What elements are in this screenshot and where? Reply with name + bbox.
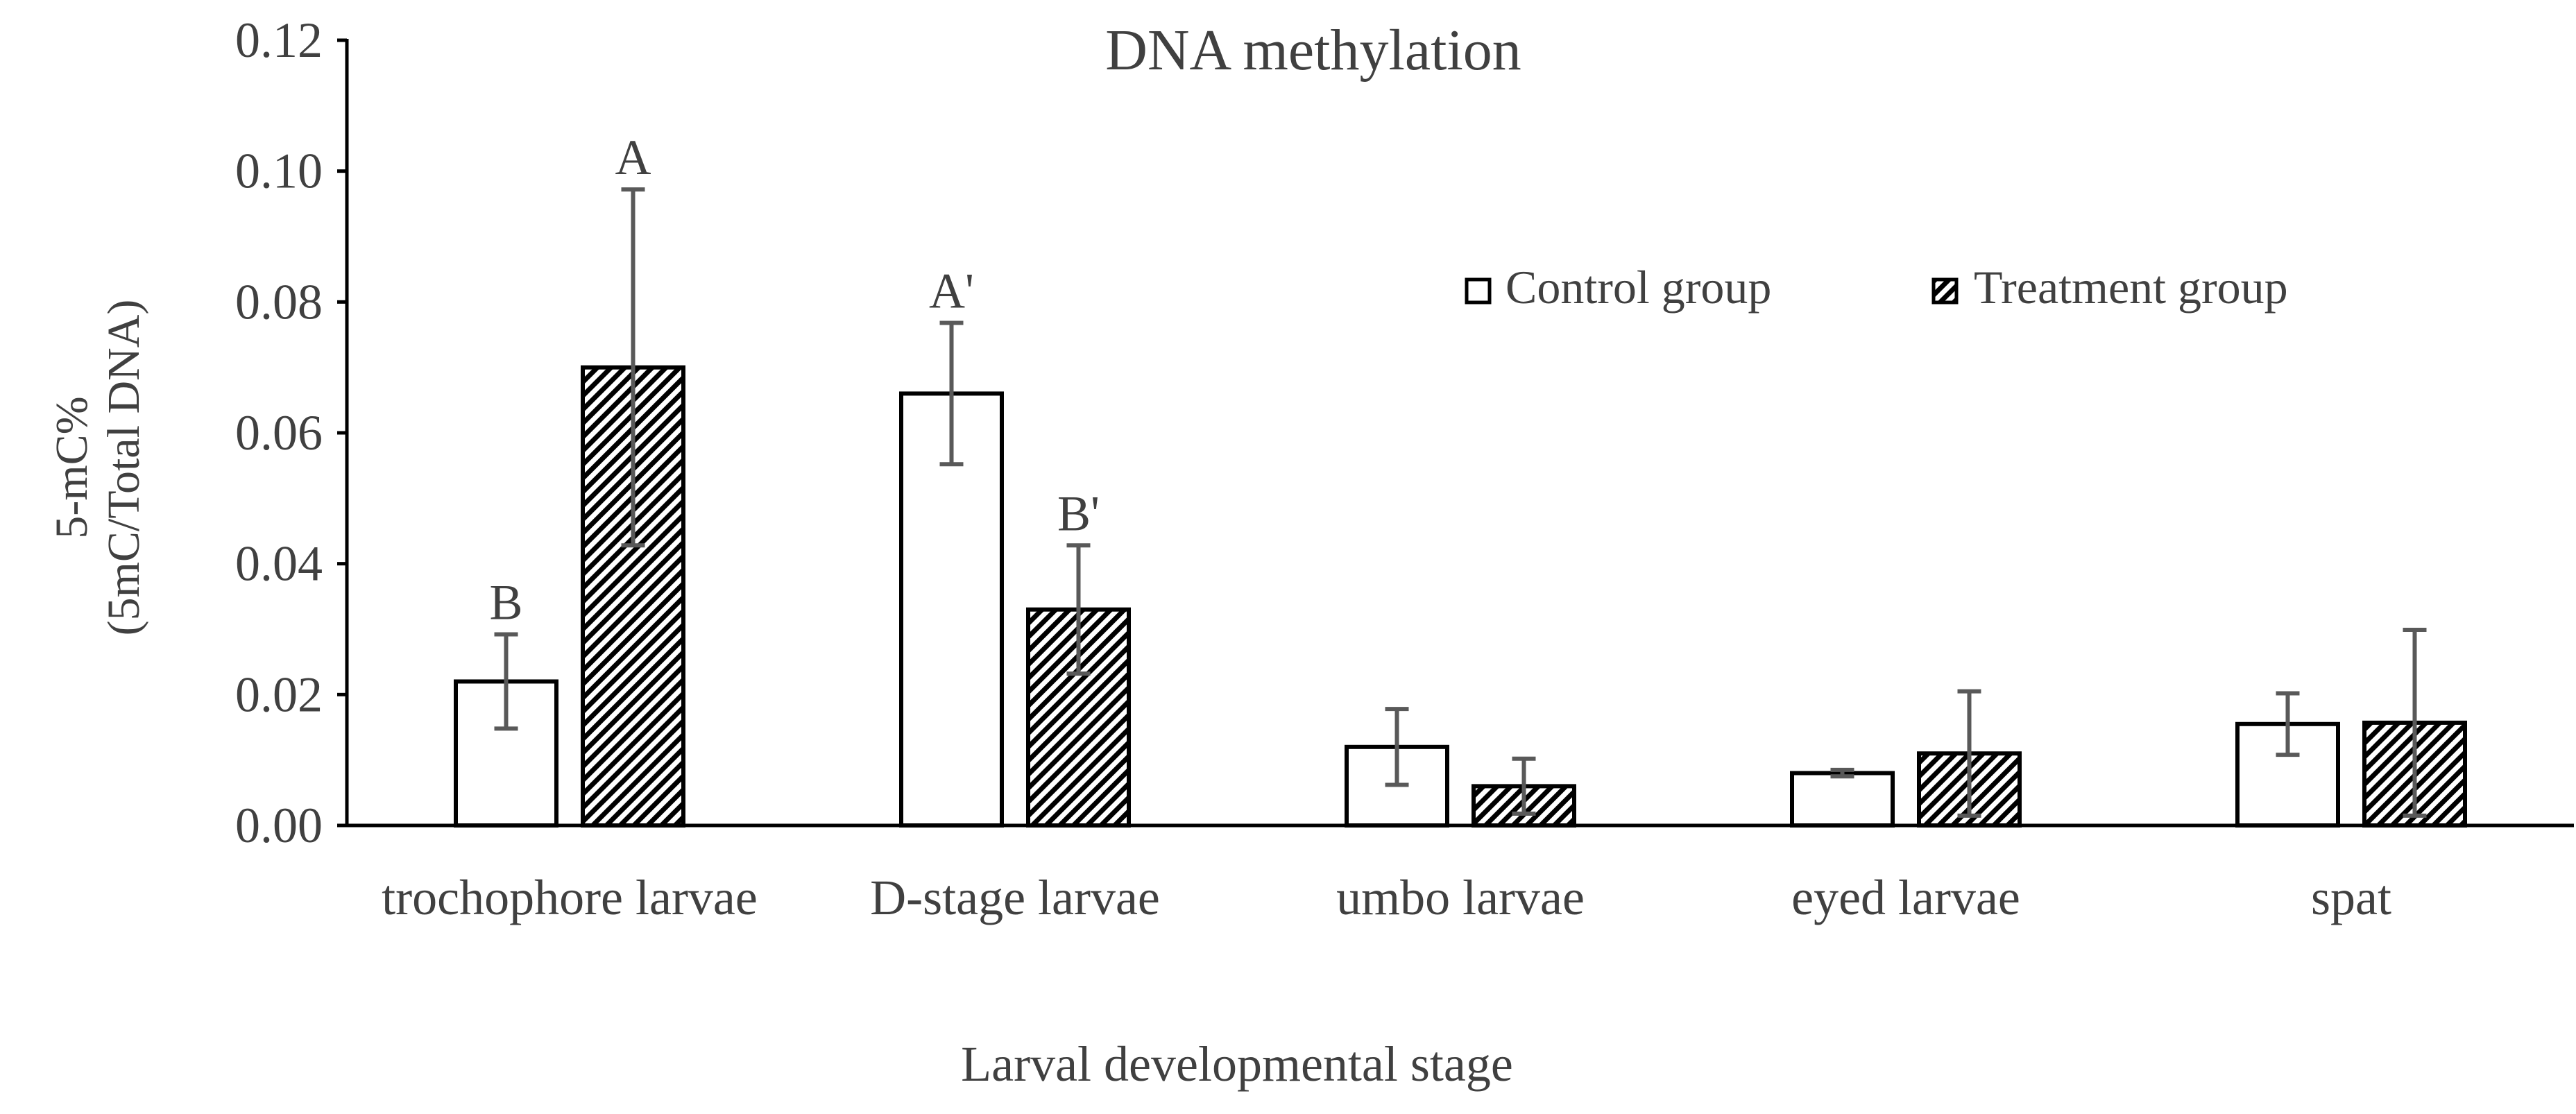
data-label: A xyxy=(615,130,651,185)
y-axis-label-line-1: 5-mC% xyxy=(46,396,97,538)
legend-swatch-treatment xyxy=(1931,277,1959,305)
chart-title: DNA methylation xyxy=(1105,18,1521,83)
x-tick-label: spat xyxy=(2311,870,2391,925)
legend-label-control: Control group xyxy=(1505,261,1771,314)
y-axis-label: 5-mC% (5mC/Total DNA) xyxy=(46,300,149,636)
bar xyxy=(1790,771,1895,828)
legend: Control group Treatment group xyxy=(1465,261,2288,314)
legend-label-treatment: Treatment group xyxy=(1974,261,2288,314)
y-axis-label-line-2: (5mC/Total DNA) xyxy=(99,300,149,636)
y-tick-label: 0.10 xyxy=(235,144,323,199)
y-tick-label: 0.02 xyxy=(235,667,323,722)
plot-area: 0.00 0.02 0.04 0.06 0.08 0.10 0.12 trochophore … xyxy=(235,12,2574,925)
x-tick-label: trochophore larvae xyxy=(382,870,758,925)
x-tick-label: umbo larvae xyxy=(1336,870,1585,925)
y-tick-label: 0.12 xyxy=(235,12,323,68)
y-tick-label: 0.04 xyxy=(235,536,323,592)
y-tick-label: 0.06 xyxy=(235,405,323,461)
x-tick-label: eyed larvae xyxy=(1791,870,2020,925)
y-tick-label: 0.08 xyxy=(235,274,323,329)
legend-swatch-control xyxy=(1465,277,1492,305)
y-tick-label: 0.00 xyxy=(235,798,323,853)
x-tick-label: D-stage larvae xyxy=(870,870,1160,925)
data-label: B xyxy=(489,575,522,631)
data-label: B' xyxy=(1057,486,1100,541)
data-label: A' xyxy=(929,264,974,319)
x-axis-label: Larval developmental stage xyxy=(961,1036,1513,1092)
